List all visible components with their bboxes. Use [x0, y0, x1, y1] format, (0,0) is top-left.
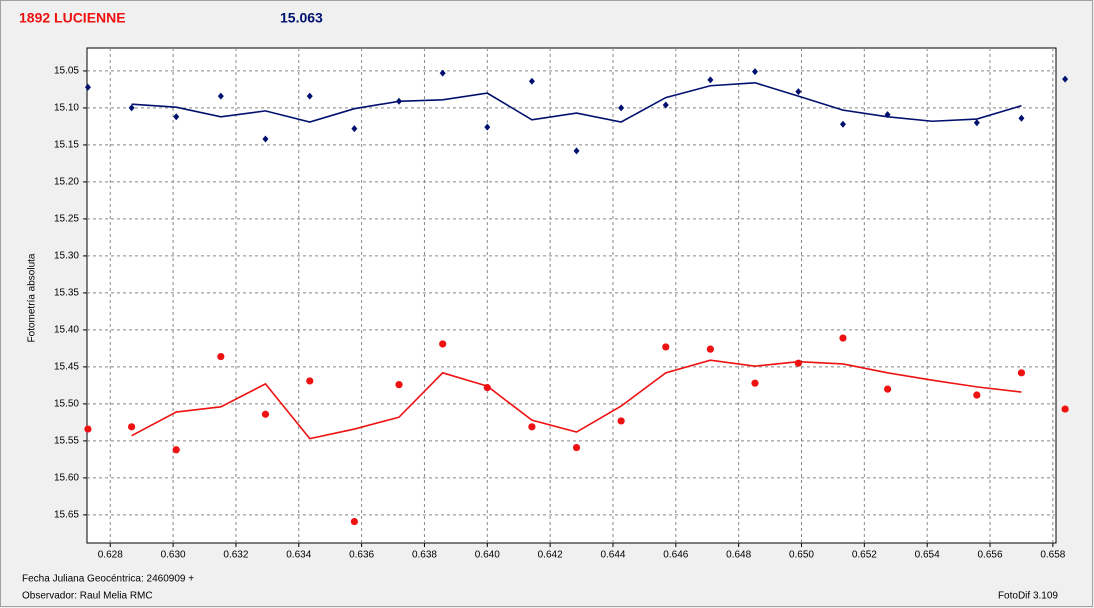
data-point: [1017, 369, 1026, 377]
y-tick-label: 15.05: [54, 66, 79, 77]
data-point: [217, 92, 224, 100]
data-point: [351, 125, 358, 133]
data-point: [306, 377, 314, 385]
y-tick-label: 15.20: [54, 177, 79, 188]
footer-observer: Observador: Raul Melia RMC: [22, 591, 153, 602]
plot-area: [86, 47, 1057, 544]
x-tick-label: 0.650: [789, 550, 814, 561]
y-tick-label: 15.25: [54, 214, 79, 225]
y-tick-label: 15.35: [54, 288, 79, 299]
footer-date: Fecha Juliana Geocéntrica: 2460909 +: [22, 574, 194, 585]
data-point: [794, 359, 802, 367]
data-point: [173, 113, 180, 121]
data-point: [1061, 405, 1069, 413]
data-point: [573, 147, 580, 155]
y-tick-label: 15.30: [54, 251, 79, 262]
data-point: [751, 68, 758, 76]
data-point: [795, 88, 802, 96]
y-tick-label: 15.10: [54, 103, 79, 114]
x-tick-label: 0.640: [475, 550, 500, 561]
x-tick-label: 0.658: [1040, 550, 1065, 561]
trend-line: [131, 81, 1022, 123]
y-tick-label: 15.65: [54, 510, 79, 521]
data-point: [618, 104, 625, 112]
data-point: [528, 77, 535, 85]
footer-software: FotoDif 3.109: [998, 591, 1058, 602]
x-tick-label: 0.656: [978, 550, 1003, 561]
data-point: [662, 343, 670, 351]
x-tick-label: 0.644: [600, 550, 625, 561]
data-point: [128, 104, 135, 112]
data-point: [1018, 114, 1025, 122]
data-point: [395, 381, 403, 389]
x-tick-label: 0.630: [161, 550, 186, 561]
y-tick-label: 15.45: [54, 362, 79, 373]
data-point: [528, 423, 536, 431]
data-point: [572, 443, 581, 452]
data-point: [706, 345, 714, 353]
x-tick-label: 0.638: [412, 550, 437, 561]
data-point: [839, 334, 847, 342]
data-point: [350, 517, 358, 526]
data-point: [751, 379, 759, 387]
data-point: [306, 92, 313, 100]
data-point: [128, 423, 136, 431]
y-tick-label: 15.15: [54, 140, 79, 151]
data-point: [973, 391, 981, 399]
x-tick-label: 0.654: [915, 550, 940, 561]
data-point: [172, 446, 180, 454]
trend-line: [131, 359, 1022, 440]
chart-title: 1892 LUCIENNE: [19, 10, 126, 26]
y-axis-label: Fotometría absoluta: [27, 253, 38, 342]
y-tick-label: 15.40: [54, 325, 79, 336]
data-point: [439, 340, 447, 348]
data-point: [262, 135, 269, 143]
data-point: [84, 425, 92, 433]
y-tick-label: 15.50: [54, 399, 79, 410]
data-point: [973, 119, 980, 127]
data-point: [707, 76, 714, 84]
x-tick-label: 0.652: [852, 550, 877, 561]
data-point: [217, 352, 225, 361]
data-point: [1062, 75, 1069, 83]
data-point: [839, 120, 846, 128]
data-point: [84, 83, 91, 91]
data-point: [484, 123, 491, 131]
x-tick-label: 0.634: [286, 550, 311, 561]
y-tick-label: 15.60: [54, 473, 79, 484]
x-tick-label: 0.646: [663, 550, 688, 561]
x-tick-label: 0.636: [349, 550, 374, 561]
data-point: [617, 417, 625, 425]
x-tick-label: 0.632: [223, 550, 248, 561]
data-point: [439, 69, 446, 77]
annotation: 15.063: [280, 10, 323, 26]
data-point: [261, 410, 270, 418]
y-tick-label: 15.55: [54, 436, 79, 447]
x-tick-label: 0.642: [538, 550, 563, 561]
x-tick-label: 0.628: [98, 550, 123, 561]
x-tick-label: 0.648: [726, 550, 751, 561]
data-point: [883, 385, 892, 393]
data-point: [662, 101, 669, 109]
